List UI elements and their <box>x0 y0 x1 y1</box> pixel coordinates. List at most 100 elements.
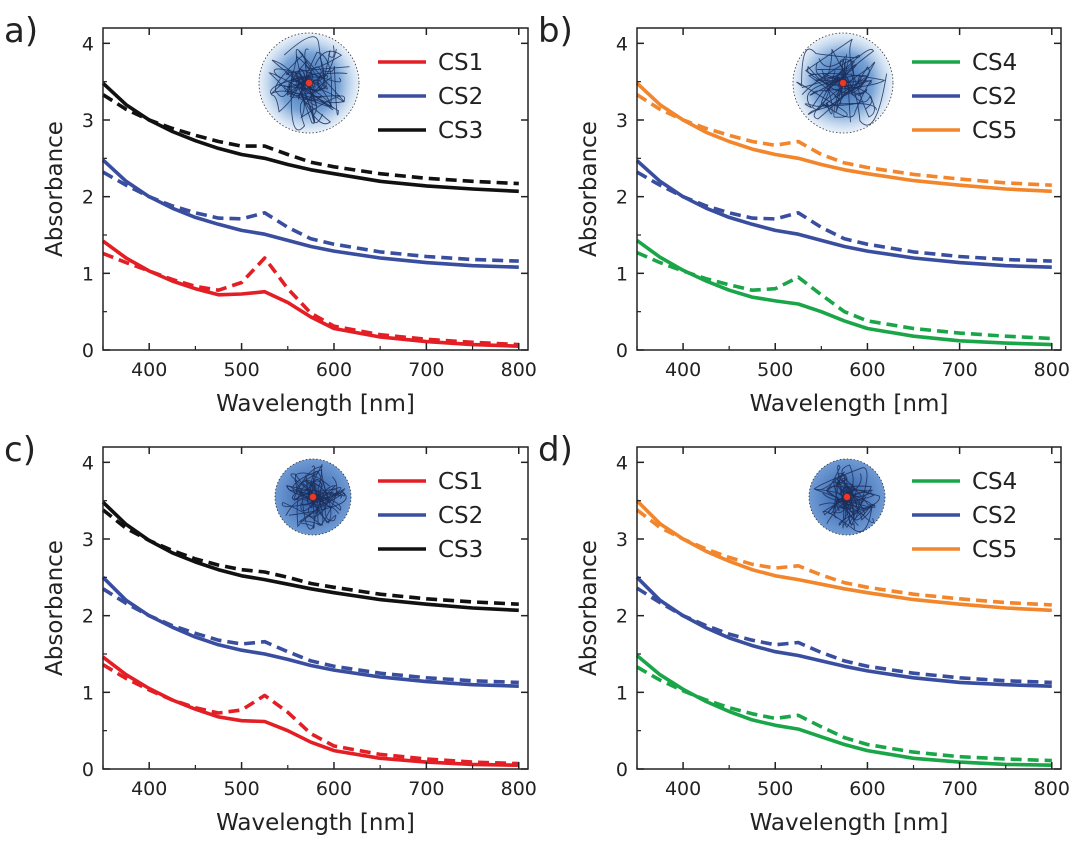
x-tick-label: 700 <box>408 778 444 800</box>
legend-label: CS3 <box>438 537 483 563</box>
series-line-cs2 <box>101 576 519 688</box>
icon-coil-strand <box>814 75 873 110</box>
x-tick-label: 600 <box>849 359 885 381</box>
y-tick-label: 0 <box>616 759 628 781</box>
plot-frame <box>636 446 1062 770</box>
series-line-cs5 <box>635 499 1052 613</box>
plot-frame <box>102 446 529 770</box>
icon-coil-strand <box>801 58 862 108</box>
series-line-cs2-dashed <box>636 586 1052 685</box>
series-line-cs2-dashed <box>102 587 519 685</box>
legend-label: CS2 <box>438 503 483 529</box>
legend-label: CS4 <box>972 469 1017 495</box>
x-tick-label: 400 <box>131 778 167 800</box>
icon-coil-strand <box>285 484 338 516</box>
series-line-cs2 <box>635 159 1052 269</box>
y-tick-label: 1 <box>82 263 94 285</box>
y-tick-label: 4 <box>82 33 94 55</box>
series-line-cs4-dashed <box>636 665 1052 763</box>
y-axis-title: Absorbance <box>42 540 68 676</box>
series-line-cs2 <box>635 576 1052 688</box>
y-tick-label: 2 <box>616 606 628 628</box>
legend-label: CS4 <box>972 50 1017 76</box>
x-tick-label: 500 <box>757 778 793 800</box>
x-axis-title: Wavelength [nm] <box>216 810 415 836</box>
icon-coil-strand <box>796 48 861 118</box>
icon-coil-strand <box>813 467 868 529</box>
series-line-cs2-dashed <box>102 170 519 263</box>
legend-label: CS5 <box>972 118 1017 144</box>
series-line-cs2-dashed <box>636 170 1052 263</box>
series-line-cs1 <box>101 239 519 348</box>
legend-label: CS1 <box>438 469 483 495</box>
series-line-cs4 <box>635 654 1052 767</box>
series-line-cs1-dashed <box>102 251 519 347</box>
y-tick-label: 2 <box>82 606 94 628</box>
icon-coil-strand <box>813 61 876 120</box>
y-tick-label: 3 <box>82 529 94 551</box>
x-tick-label: 800 <box>501 359 537 381</box>
plot-frame <box>636 27 1062 351</box>
x-tick-label: 800 <box>501 778 537 800</box>
x-tick-label: 500 <box>757 359 793 381</box>
y-axis-title: Absorbance <box>576 540 602 676</box>
legend-label: CS2 <box>972 84 1017 110</box>
y-axis-title: Absorbance <box>42 121 68 257</box>
icon-coil-strand <box>288 465 347 528</box>
series-line-cs5-dashed <box>635 508 1052 607</box>
y-tick-label: 4 <box>616 452 628 474</box>
icon-coil-strand <box>292 50 343 107</box>
series-line-cs1-dashed <box>102 663 519 766</box>
icon-core-particle <box>839 79 847 87</box>
series-line-cs3-dashed <box>102 93 519 186</box>
series-line-cs5-dashed <box>636 93 1052 187</box>
x-tick-label: 700 <box>941 359 977 381</box>
icon-coil-strand <box>271 51 334 111</box>
icon-coil-strand <box>270 57 325 113</box>
x-tick-label: 500 <box>223 359 259 381</box>
y-tick-label: 3 <box>82 110 94 132</box>
y-tick-label: 4 <box>616 33 628 55</box>
icon-coil-strand <box>297 45 335 92</box>
y-tick-label: 2 <box>82 187 94 209</box>
polymer-coil-compact-icon <box>274 458 352 536</box>
legend-label: CS5 <box>972 537 1017 563</box>
y-tick-label: 1 <box>82 682 94 704</box>
x-tick-label: 500 <box>223 778 259 800</box>
icon-coil-strand <box>304 479 337 526</box>
series-line-cs3 <box>101 500 519 613</box>
panel-label: a) <box>4 11 38 51</box>
x-tick-label: 600 <box>849 778 885 800</box>
panel-label: c) <box>4 430 36 470</box>
x-axis-title: Wavelength [nm] <box>750 810 949 836</box>
icon-coil-strand <box>268 36 339 116</box>
icon-core-particle <box>309 493 317 501</box>
x-axis-title: Wavelength [nm] <box>216 391 415 417</box>
y-tick-label: 1 <box>616 682 628 704</box>
series-line-cs1 <box>101 655 519 767</box>
x-tick-label: 400 <box>665 778 701 800</box>
series-line-cs2 <box>101 158 519 269</box>
chart-panel-2: b) 400 500 600 700 800 0 1 2 3 4 Wavelength [nm] Abs… <box>538 11 1070 417</box>
y-axis-title: Absorbance <box>576 121 602 257</box>
x-tick-label: 700 <box>408 359 444 381</box>
x-tick-label: 800 <box>1034 778 1070 800</box>
icon-core-particle <box>305 79 313 87</box>
polymer-coil-gradient-halo-icon <box>258 32 360 134</box>
y-tick-label: 2 <box>616 187 628 209</box>
x-tick-label: 600 <box>316 359 352 381</box>
icon-coil-strand <box>838 477 876 526</box>
x-tick-label: 600 <box>316 778 352 800</box>
chart-panel-4: d) 400 500 600 700 800 0 1 2 3 4 Wavelength [nm] Abs… <box>538 430 1070 836</box>
icon-coil-strand <box>289 71 341 124</box>
x-tick-label: 400 <box>665 359 701 381</box>
y-tick-label: 1 <box>616 263 628 285</box>
plot-frame <box>102 27 529 351</box>
series-line-cs4 <box>635 238 1052 347</box>
y-tick-label: 0 <box>82 759 94 781</box>
y-tick-label: 0 <box>82 340 94 362</box>
icon-coil-strand <box>808 70 886 110</box>
chart-panel-1: a) 400 500 600 700 800 0 1 2 3 4 Wavelength [nm] Abs… <box>4 11 537 417</box>
legend-label: CS3 <box>438 118 483 144</box>
